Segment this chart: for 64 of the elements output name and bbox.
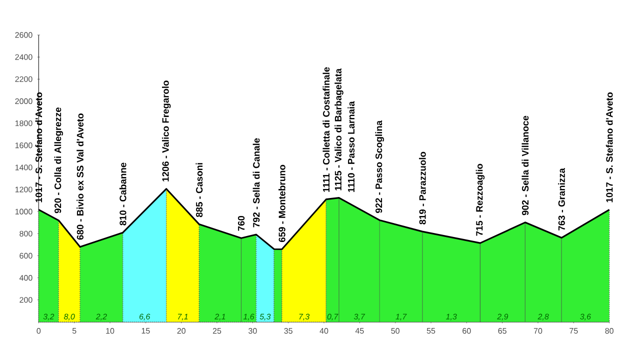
- y-tick-label: 1600: [15, 142, 32, 148]
- x-tick-label: 75: [570, 328, 578, 334]
- y-tick-label: 1200: [15, 186, 32, 192]
- annotation: 6,6: [140, 314, 150, 320]
- annotation: 922 - Passo Scoglina: [375, 120, 384, 213]
- x-tick-label: 10: [106, 328, 114, 334]
- y-tick-label: 2000: [15, 98, 32, 104]
- annotation: 1125 - Valico di Barbagelata: [334, 68, 344, 190]
- y-tick-label: 1400: [15, 164, 32, 170]
- annotation: 1017 - S. Stefano d'Aveto: [606, 92, 613, 202]
- annotation: 885 - Casoni: [196, 163, 203, 218]
- annotation: 715 - Rezzoaglio: [476, 164, 485, 236]
- annotation: 810 - Cabanne: [119, 162, 126, 226]
- annotation: 1206 - Valico Fregarolo: [162, 80, 171, 182]
- annotation: 2,8: [538, 314, 549, 320]
- x-tick-label: 60: [462, 328, 471, 334]
- y-tick-label: 600: [20, 252, 32, 259]
- annotation: 760: [238, 216, 245, 231]
- x-tick-label: 45: [355, 328, 364, 334]
- x-tick-label: 65: [498, 328, 506, 334]
- annotation: 1110 - Passo Larnaia: [348, 101, 355, 192]
- y-tick-label: 800: [20, 230, 32, 237]
- annotation: 5,3: [260, 314, 271, 320]
- y-tick-label: 200: [20, 297, 32, 303]
- y-tick-label: 2400: [15, 54, 32, 60]
- x-tick-label: 40: [320, 328, 328, 334]
- y-tick-label: 1000: [15, 208, 32, 214]
- annotation: 2,2: [96, 314, 107, 320]
- x-tick-label: 80: [605, 328, 614, 334]
- annotation: 1,6: [243, 314, 254, 320]
- annotation: 1111 - Colletta di Costafinale: [322, 67, 330, 192]
- annotation: 792 - Sella di Canale: [252, 138, 260, 228]
- y-tick-label: 1800: [15, 120, 32, 126]
- y-tick-label: 2600: [15, 32, 32, 38]
- annotation: 7,1: [178, 314, 188, 320]
- y-tick-label: 2200: [15, 76, 32, 82]
- annotation: 3,7: [354, 314, 366, 320]
- annotation: 7,3: [299, 314, 310, 320]
- annotation: 1,3: [446, 314, 457, 320]
- annotation: 819 - Parazzuolo: [419, 152, 426, 224]
- annotation: 1,7: [396, 314, 407, 320]
- annotation: 0,7: [327, 314, 338, 320]
- annotation: 2,1: [214, 314, 226, 320]
- x-tick-label: 30: [248, 328, 257, 334]
- y-tick-label: 400: [19, 275, 32, 281]
- annotation: 3,2: [43, 314, 54, 320]
- annotation: 680 - Bivio ex SS Val d'Aveto: [76, 113, 84, 240]
- x-tick-label: 70: [534, 328, 542, 334]
- x-tick-label: 0: [36, 328, 41, 334]
- annotation: 8,0: [64, 314, 75, 320]
- annotation: 902 - Sella di Villanoce: [522, 116, 529, 216]
- x-tick-label: 55: [426, 328, 436, 334]
- annotation: 763 - Granizza: [558, 168, 565, 230]
- annotation: 920 - Colla di Allegrezze: [54, 107, 64, 214]
- annotation: 3,6: [580, 314, 591, 320]
- annotation: 1017 - S. Stefano d'Aveto: [35, 92, 42, 202]
- annotation: 2,9: [497, 314, 508, 320]
- annotation: 659 - Montebruno: [278, 164, 286, 242]
- x-tick-label: 20: [177, 328, 186, 334]
- x-tick-label: 15: [142, 328, 150, 334]
- x-tick-label: 25: [212, 328, 222, 334]
- x-tick-label: 35: [284, 328, 292, 334]
- x-tick-label: 5: [72, 328, 76, 334]
- x-tick-label: 50: [391, 328, 400, 334]
